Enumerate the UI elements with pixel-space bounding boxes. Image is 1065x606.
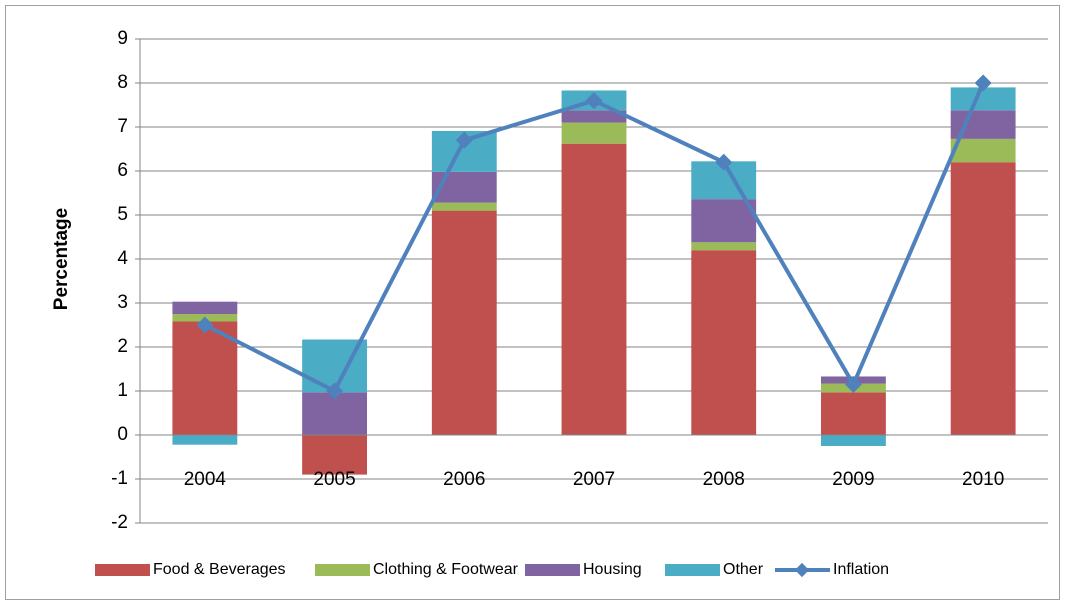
line-marker [455,131,473,149]
y-tick-label: 6 [117,160,128,181]
bar-segment [172,321,238,435]
x-tick-label: 2005 [313,469,355,490]
bar-segment [691,199,757,243]
legend-label: Food & Beverages [153,561,286,578]
y-tick-label: 2 [117,336,128,357]
legend-label: Inflation [833,561,889,578]
line-marker [585,92,603,110]
y-tick-label: 0 [117,424,128,445]
legend-label: Clothing & Footwear [373,561,519,578]
legend-swatch [315,564,370,576]
bar-segment [950,87,1016,111]
x-tick-label: 2006 [443,469,485,490]
y-axis-label: Percentage [51,208,72,310]
y-tick-label: 8 [117,72,128,93]
bar-segment [172,435,238,445]
bar-segment [561,143,627,435]
y-tick-label: -2 [111,512,128,533]
bar-segment [950,138,1016,163]
y-tick-label: -1 [111,468,128,489]
legend-swatch [95,564,150,576]
bar-segment [431,171,497,203]
legend-swatch [525,564,580,576]
y-tick-label: 5 [117,204,128,225]
bar-segment [561,122,627,144]
y-tick-label: 7 [117,116,128,137]
legend-label: Housing [583,561,642,578]
bar-segment [302,435,367,475]
bar-segment [821,435,886,446]
y-tick-label: 4 [117,248,128,269]
y-tick-label: 9 [117,28,128,49]
line-marker [715,153,733,171]
bar-segment [691,250,757,435]
x-tick-label: 2009 [832,469,874,490]
legend-swatch [794,562,810,578]
x-tick-label: 2008 [703,469,745,490]
y-tick-label: 1 [117,380,128,401]
bar-segment [821,392,886,435]
bar-segment [561,110,627,123]
line-marker [196,316,214,334]
x-tick-label: 2004 [184,469,227,490]
bar-segment [431,202,497,211]
bar-segment [431,210,497,435]
bar-segment [691,242,757,251]
line-marker [326,382,344,400]
legend-swatch [665,564,720,576]
bar-segment [950,162,1016,435]
x-tick-label: 2010 [962,469,1004,490]
y-tick-label: 3 [117,292,128,313]
line-marker [974,74,992,92]
line-marker [844,375,862,393]
legend-label: Other [723,561,764,578]
x-tick-label: 2007 [573,469,615,490]
bar-segment [172,301,238,314]
